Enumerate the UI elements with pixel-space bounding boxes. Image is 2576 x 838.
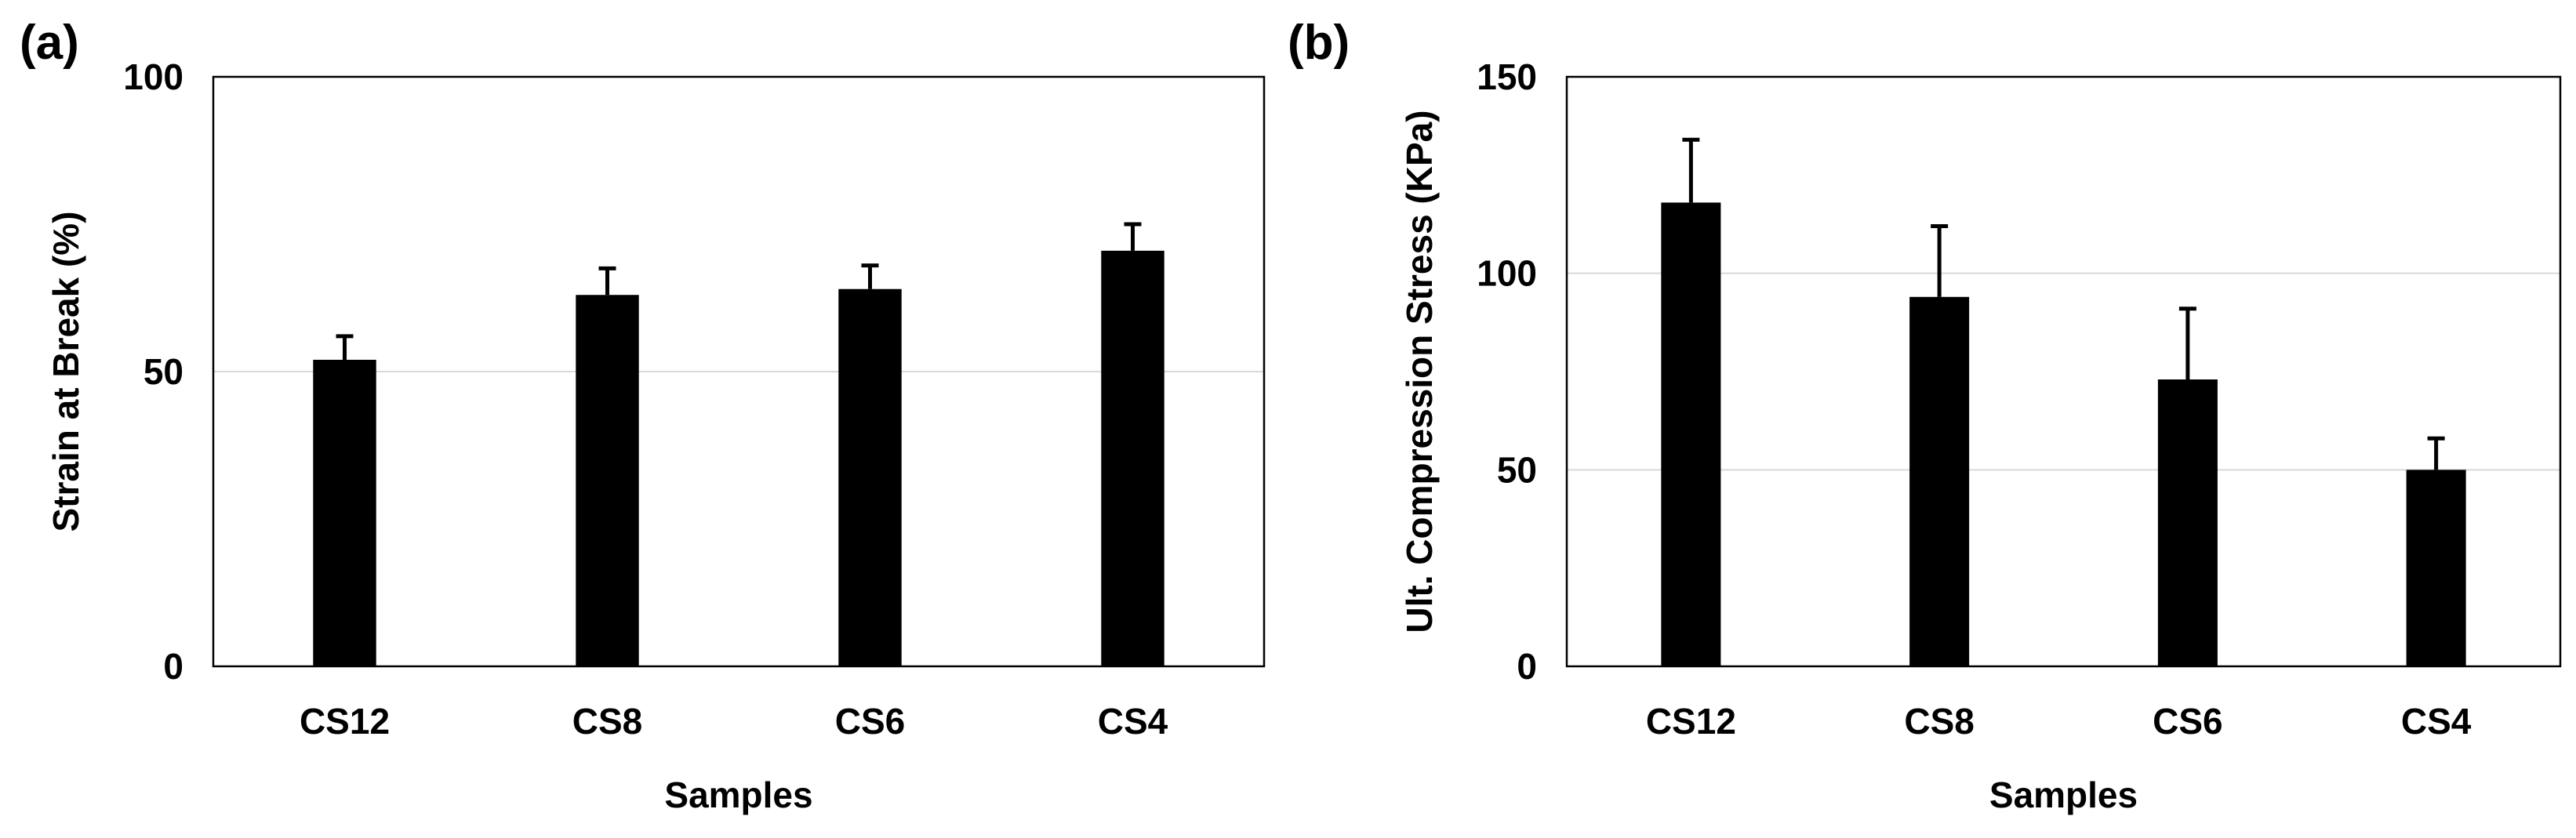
x-category-labels: CS12 CS8 CS6 CS4 xyxy=(1646,701,2472,742)
x-category-label: CS8 xyxy=(572,701,642,742)
gridlines xyxy=(1567,272,2560,471)
error-bars xyxy=(336,222,1142,360)
error-bars xyxy=(1682,137,2445,470)
x-category-label: CS12 xyxy=(1646,701,1736,742)
bars xyxy=(313,250,1164,667)
x-axis-title: Samples xyxy=(664,775,812,815)
x-category-label: CS8 xyxy=(1904,701,1974,742)
panel-label: (a) xyxy=(20,16,79,70)
panel-label: (b) xyxy=(1288,16,1350,70)
x-category-label: CS12 xyxy=(300,701,390,742)
bars xyxy=(1661,202,2466,667)
bar-cs6 xyxy=(2157,379,2218,666)
y-tick-labels: 0 50 100 150 xyxy=(1477,56,1537,687)
y-axis-title: Ult. Compression Stress (KPa) xyxy=(1399,110,1440,633)
x-category-label: CS6 xyxy=(2153,701,2222,742)
x-category-labels: CS12 CS8 CS6 CS4 xyxy=(300,701,1168,742)
y-tick-label: 0 xyxy=(1517,646,1537,687)
bar-cs12 xyxy=(1661,202,1721,667)
bar-cs4 xyxy=(2406,470,2466,666)
x-category-label: CS6 xyxy=(835,701,905,742)
bar-cs12 xyxy=(313,359,376,666)
y-tick-label: 100 xyxy=(1477,253,1537,294)
y-tick-label: 150 xyxy=(1477,56,1537,97)
bar-cs8 xyxy=(576,295,639,666)
y-tick-label: 50 xyxy=(144,351,183,392)
bar-cs4 xyxy=(1101,250,1164,667)
y-tick-label: 50 xyxy=(1497,449,1537,490)
y-axis-title: Strain at Break (%) xyxy=(45,211,86,531)
chart-panel-b: (b) 0 50 100 150 CS12 CS8 CS6 CS4 Samples Ult.… xyxy=(1288,16,2562,815)
y-tick-label: 100 xyxy=(123,56,183,97)
plot-area-frame xyxy=(1565,75,2562,668)
plot-area-frame xyxy=(212,75,1266,668)
x-axis-title: Samples xyxy=(1989,775,2138,815)
bar-cs8 xyxy=(1909,296,1970,666)
x-category-label: CS4 xyxy=(1098,701,1168,742)
y-tick-label: 0 xyxy=(163,646,183,687)
chart-panel-a: (a) 0 50 100 CS12 CS8 CS6 CS4 Samples Strain … xyxy=(20,16,1266,815)
x-category-label: CS4 xyxy=(2401,701,2472,742)
bar-cs6 xyxy=(838,288,902,666)
y-tick-labels: 0 50 100 xyxy=(123,56,183,687)
